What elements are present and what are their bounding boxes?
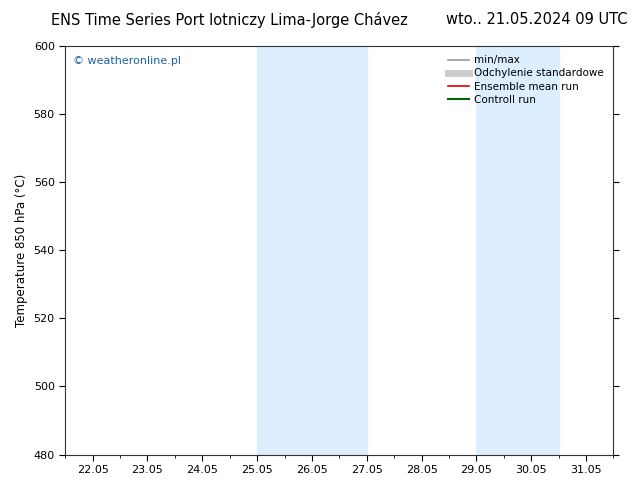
Text: © weatheronline.pl: © weatheronline.pl bbox=[74, 56, 181, 66]
Bar bbox=[476, 46, 559, 455]
Bar bbox=[257, 46, 366, 455]
Text: ENS Time Series Port lotniczy Lima-Jorge Chávez: ENS Time Series Port lotniczy Lima-Jorge… bbox=[51, 12, 408, 28]
Y-axis label: Temperature 850 hPa (°C): Temperature 850 hPa (°C) bbox=[15, 173, 28, 327]
Legend: min/max, Odchylenie standardowe, Ensemble mean run, Controll run: min/max, Odchylenie standardowe, Ensembl… bbox=[444, 51, 608, 109]
Text: wto.. 21.05.2024 09 UTC: wto.. 21.05.2024 09 UTC bbox=[446, 12, 628, 27]
